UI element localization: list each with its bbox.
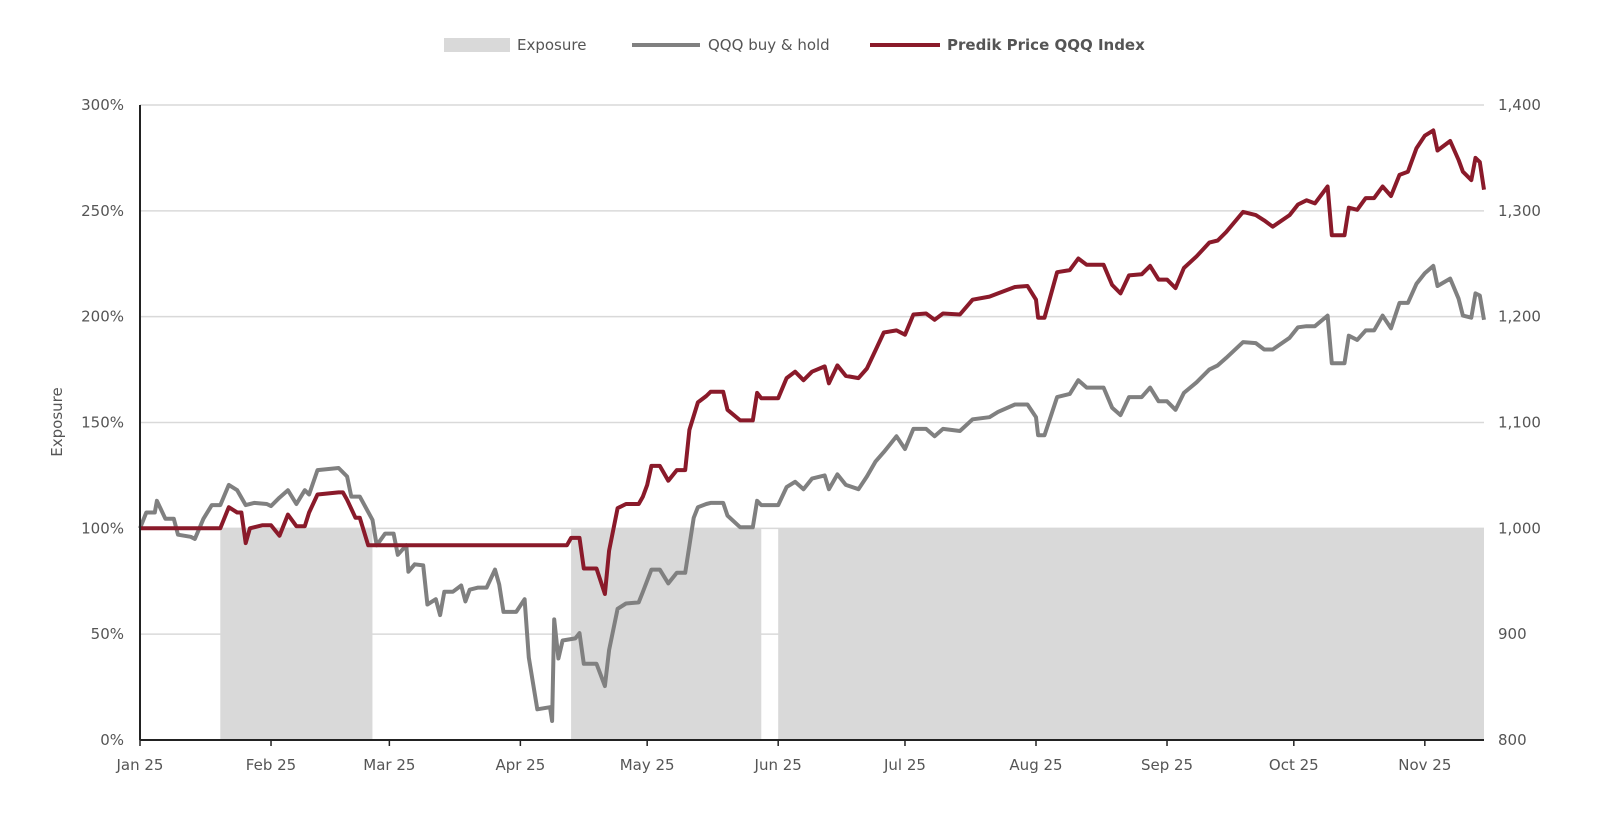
axes: 0% 50% 100% 150% 200% 250% 300% 800 900 1,000 1,10… [81,96,1541,774]
x-tick-label: Jun 25 [754,756,802,774]
x-tick-label: Jan 25 [116,756,164,774]
y-left-tick-label: 250% [81,202,124,220]
y-right-tick-label: 1,300 [1498,202,1541,220]
y-right-tick-label: 800 [1498,731,1527,749]
series-lines [138,128,1486,723]
y-right-tick-label: 1,400 [1498,96,1541,114]
legend-swatch-exposure [444,38,510,52]
y-left-tick-label: 100% [81,519,124,537]
exposure-area [220,528,373,740]
y-left-tick-label: 200% [81,308,124,326]
predik-index-line [140,128,1486,596]
qqq-buy-hold-line [138,263,1486,723]
y-left-tick-label: 150% [81,414,124,432]
x-tick-label: Aug 25 [1009,756,1062,774]
x-tick-label: Nov 25 [1398,756,1451,774]
exposure-area [778,528,1484,740]
x-tick-label: Oct 25 [1269,756,1319,774]
y-axis-left-label: Exposure [48,387,66,456]
y-right-tick-label: 1,200 [1498,308,1541,326]
x-tick-label: May 25 [620,756,675,774]
x-tick-label: Mar 25 [363,756,415,774]
y-left-tick-label: 300% [81,96,124,114]
legend-label-exposure: Exposure [517,36,586,54]
legend-label-qqq: QQQ buy & hold [708,36,830,54]
legend: Exposure QQQ buy & hold Predik Price QQQ… [444,36,1145,54]
x-tick-label: Feb 25 [246,756,296,774]
x-tick-label: Sep 25 [1141,756,1193,774]
exposure-area [571,528,762,740]
y-right-tick-label: 1,000 [1498,519,1541,537]
legend-label-predik: Predik Price QQQ Index [947,36,1145,54]
x-tick-label: Apr 25 [495,756,545,774]
y-left-tick-label: 0% [100,731,124,749]
exposure-areas [220,528,1484,740]
y-left-tick-label: 50% [91,625,124,643]
x-tick-label: Jul 25 [883,756,926,774]
y-right-tick-label: 900 [1498,625,1527,643]
y-right-tick-label: 1,100 [1498,414,1541,432]
